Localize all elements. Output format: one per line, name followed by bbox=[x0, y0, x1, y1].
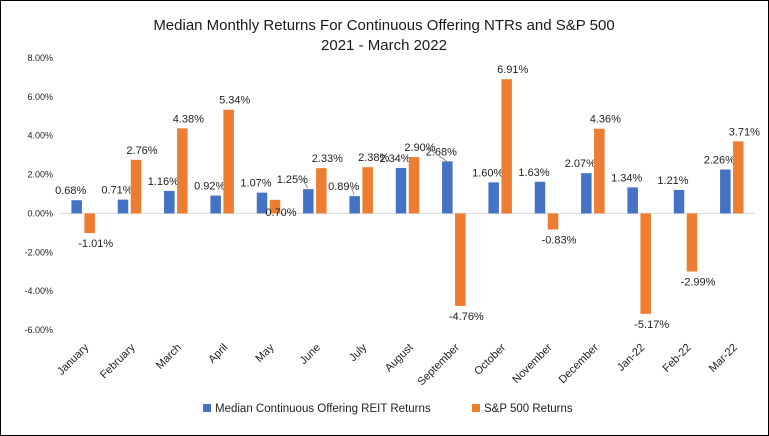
reit-data-label: 2.07% bbox=[565, 158, 596, 170]
x-category-label: March bbox=[154, 342, 184, 372]
reit-bar bbox=[349, 196, 360, 214]
sp500-data-label: 2.33% bbox=[312, 153, 343, 165]
sp500-data-label: 2.90% bbox=[404, 142, 435, 154]
reit-data-label: 0.92% bbox=[194, 181, 225, 193]
sp500-bar bbox=[408, 157, 420, 214]
chart-title-line: Median Monthly Returns For Continuous Of… bbox=[153, 17, 614, 34]
reit-bar bbox=[117, 199, 129, 214]
reit-bar bbox=[303, 189, 314, 214]
sp500-data-label: 5.34% bbox=[219, 95, 250, 107]
sp500-bar bbox=[547, 213, 559, 230]
sp500-bar bbox=[455, 213, 466, 306]
y-tick-label: -6.00% bbox=[24, 325, 53, 335]
sp500-bar bbox=[177, 128, 188, 214]
sp500-bar bbox=[269, 199, 281, 214]
reit-data-label: 1.25% bbox=[277, 174, 308, 186]
reit-data-label: 0.68% bbox=[55, 185, 86, 197]
y-tick-label: 0.00% bbox=[27, 208, 53, 218]
x-category-label: July bbox=[347, 341, 370, 364]
x-category-label: August bbox=[383, 342, 416, 375]
sp500-bar bbox=[316, 168, 327, 214]
sp500-bar bbox=[501, 79, 512, 214]
y-tick-label: 6.00% bbox=[27, 92, 53, 102]
sp500-bar bbox=[130, 159, 142, 214]
x-category-label: Mar-22 bbox=[707, 342, 740, 375]
chart-title-line: 2021 - March 2022 bbox=[321, 37, 447, 54]
legend-label-sp500: S&P 500 Returns bbox=[484, 403, 573, 415]
reit-data-label: 1.63% bbox=[518, 167, 549, 179]
sp500-data-label: -1.01% bbox=[78, 238, 113, 250]
sp500-bar bbox=[594, 128, 605, 214]
reit-bar bbox=[534, 181, 546, 214]
sp500-data-label: 2.38% bbox=[358, 152, 389, 164]
x-category-label: Jan-22 bbox=[615, 342, 647, 374]
x-category-label: December bbox=[557, 341, 602, 386]
reit-data-label: 1.34% bbox=[611, 172, 642, 184]
sp500-bar bbox=[640, 213, 651, 314]
reit-bar bbox=[442, 161, 453, 214]
reit-bar bbox=[395, 167, 407, 214]
x-category-label: September bbox=[415, 341, 462, 388]
sp500-data-label: 4.36% bbox=[590, 114, 621, 126]
x-category-label: April bbox=[206, 342, 230, 366]
x-category-label: Feb-22 bbox=[660, 342, 693, 375]
legend-swatch-sp500 bbox=[472, 404, 480, 412]
x-category-label: October bbox=[472, 341, 508, 377]
y-tick-label: 2.00% bbox=[27, 170, 53, 180]
reit-data-label: 1.21% bbox=[657, 175, 688, 187]
legend-swatch-reit bbox=[203, 404, 211, 412]
y-tick-label: 4.00% bbox=[27, 131, 53, 141]
reit-data-label: 2.68% bbox=[426, 146, 457, 158]
sp500-data-label: -0.83% bbox=[542, 235, 577, 247]
sp500-data-label: -5.17% bbox=[634, 319, 669, 331]
reit-data-label: 1.60% bbox=[472, 167, 503, 179]
reit-bar bbox=[71, 200, 82, 214]
reit-bar bbox=[627, 187, 638, 214]
sp500-bar bbox=[686, 213, 698, 272]
reit-bar bbox=[581, 173, 592, 214]
sp500-bar bbox=[223, 109, 234, 214]
reit-data-label: 1.16% bbox=[148, 176, 179, 188]
reit-data-label: 0.71% bbox=[101, 185, 132, 197]
reit-data-label: 1.07% bbox=[240, 178, 271, 190]
sp500-data-label: 4.38% bbox=[173, 113, 204, 125]
sp500-data-label: -2.99% bbox=[681, 277, 716, 289]
x-category-label: June bbox=[298, 342, 323, 367]
y-tick-label: -2.00% bbox=[24, 247, 53, 257]
sp500-data-label: -4.76% bbox=[449, 311, 484, 323]
reit-data-label: 2.34% bbox=[379, 153, 410, 165]
x-category-label: November bbox=[510, 341, 555, 386]
sp500-bar bbox=[733, 141, 744, 214]
reit-bar bbox=[488, 182, 499, 214]
sp500-data-label: 0.70% bbox=[265, 207, 296, 219]
sp500-data-label: 6.91% bbox=[497, 64, 528, 76]
reit-bar bbox=[673, 189, 685, 214]
reit-data-label: 0.89% bbox=[328, 181, 359, 193]
sp500-bar bbox=[362, 167, 373, 214]
reit-bar bbox=[164, 190, 175, 214]
reit-bar bbox=[210, 195, 221, 214]
label-leader-line bbox=[426, 147, 448, 162]
label-leader-line bbox=[349, 184, 355, 196]
y-tick-label: 8.00% bbox=[27, 53, 53, 63]
reit-data-label: 2.26% bbox=[704, 155, 735, 167]
sp500-data-label: 2.76% bbox=[126, 145, 157, 157]
reit-bar bbox=[256, 192, 268, 214]
label-leader-line bbox=[299, 174, 309, 189]
sp500-data-label: 3.71% bbox=[729, 126, 760, 138]
x-category-label: February bbox=[98, 341, 138, 381]
x-category-label: May bbox=[253, 341, 277, 365]
sp500-bar bbox=[84, 213, 95, 234]
x-category-label: January bbox=[55, 341, 92, 378]
y-tick-label: -4.00% bbox=[24, 286, 53, 296]
legend-label-reit: Median Continuous Offering REIT Returns bbox=[215, 403, 431, 415]
reit-bar bbox=[720, 169, 731, 214]
